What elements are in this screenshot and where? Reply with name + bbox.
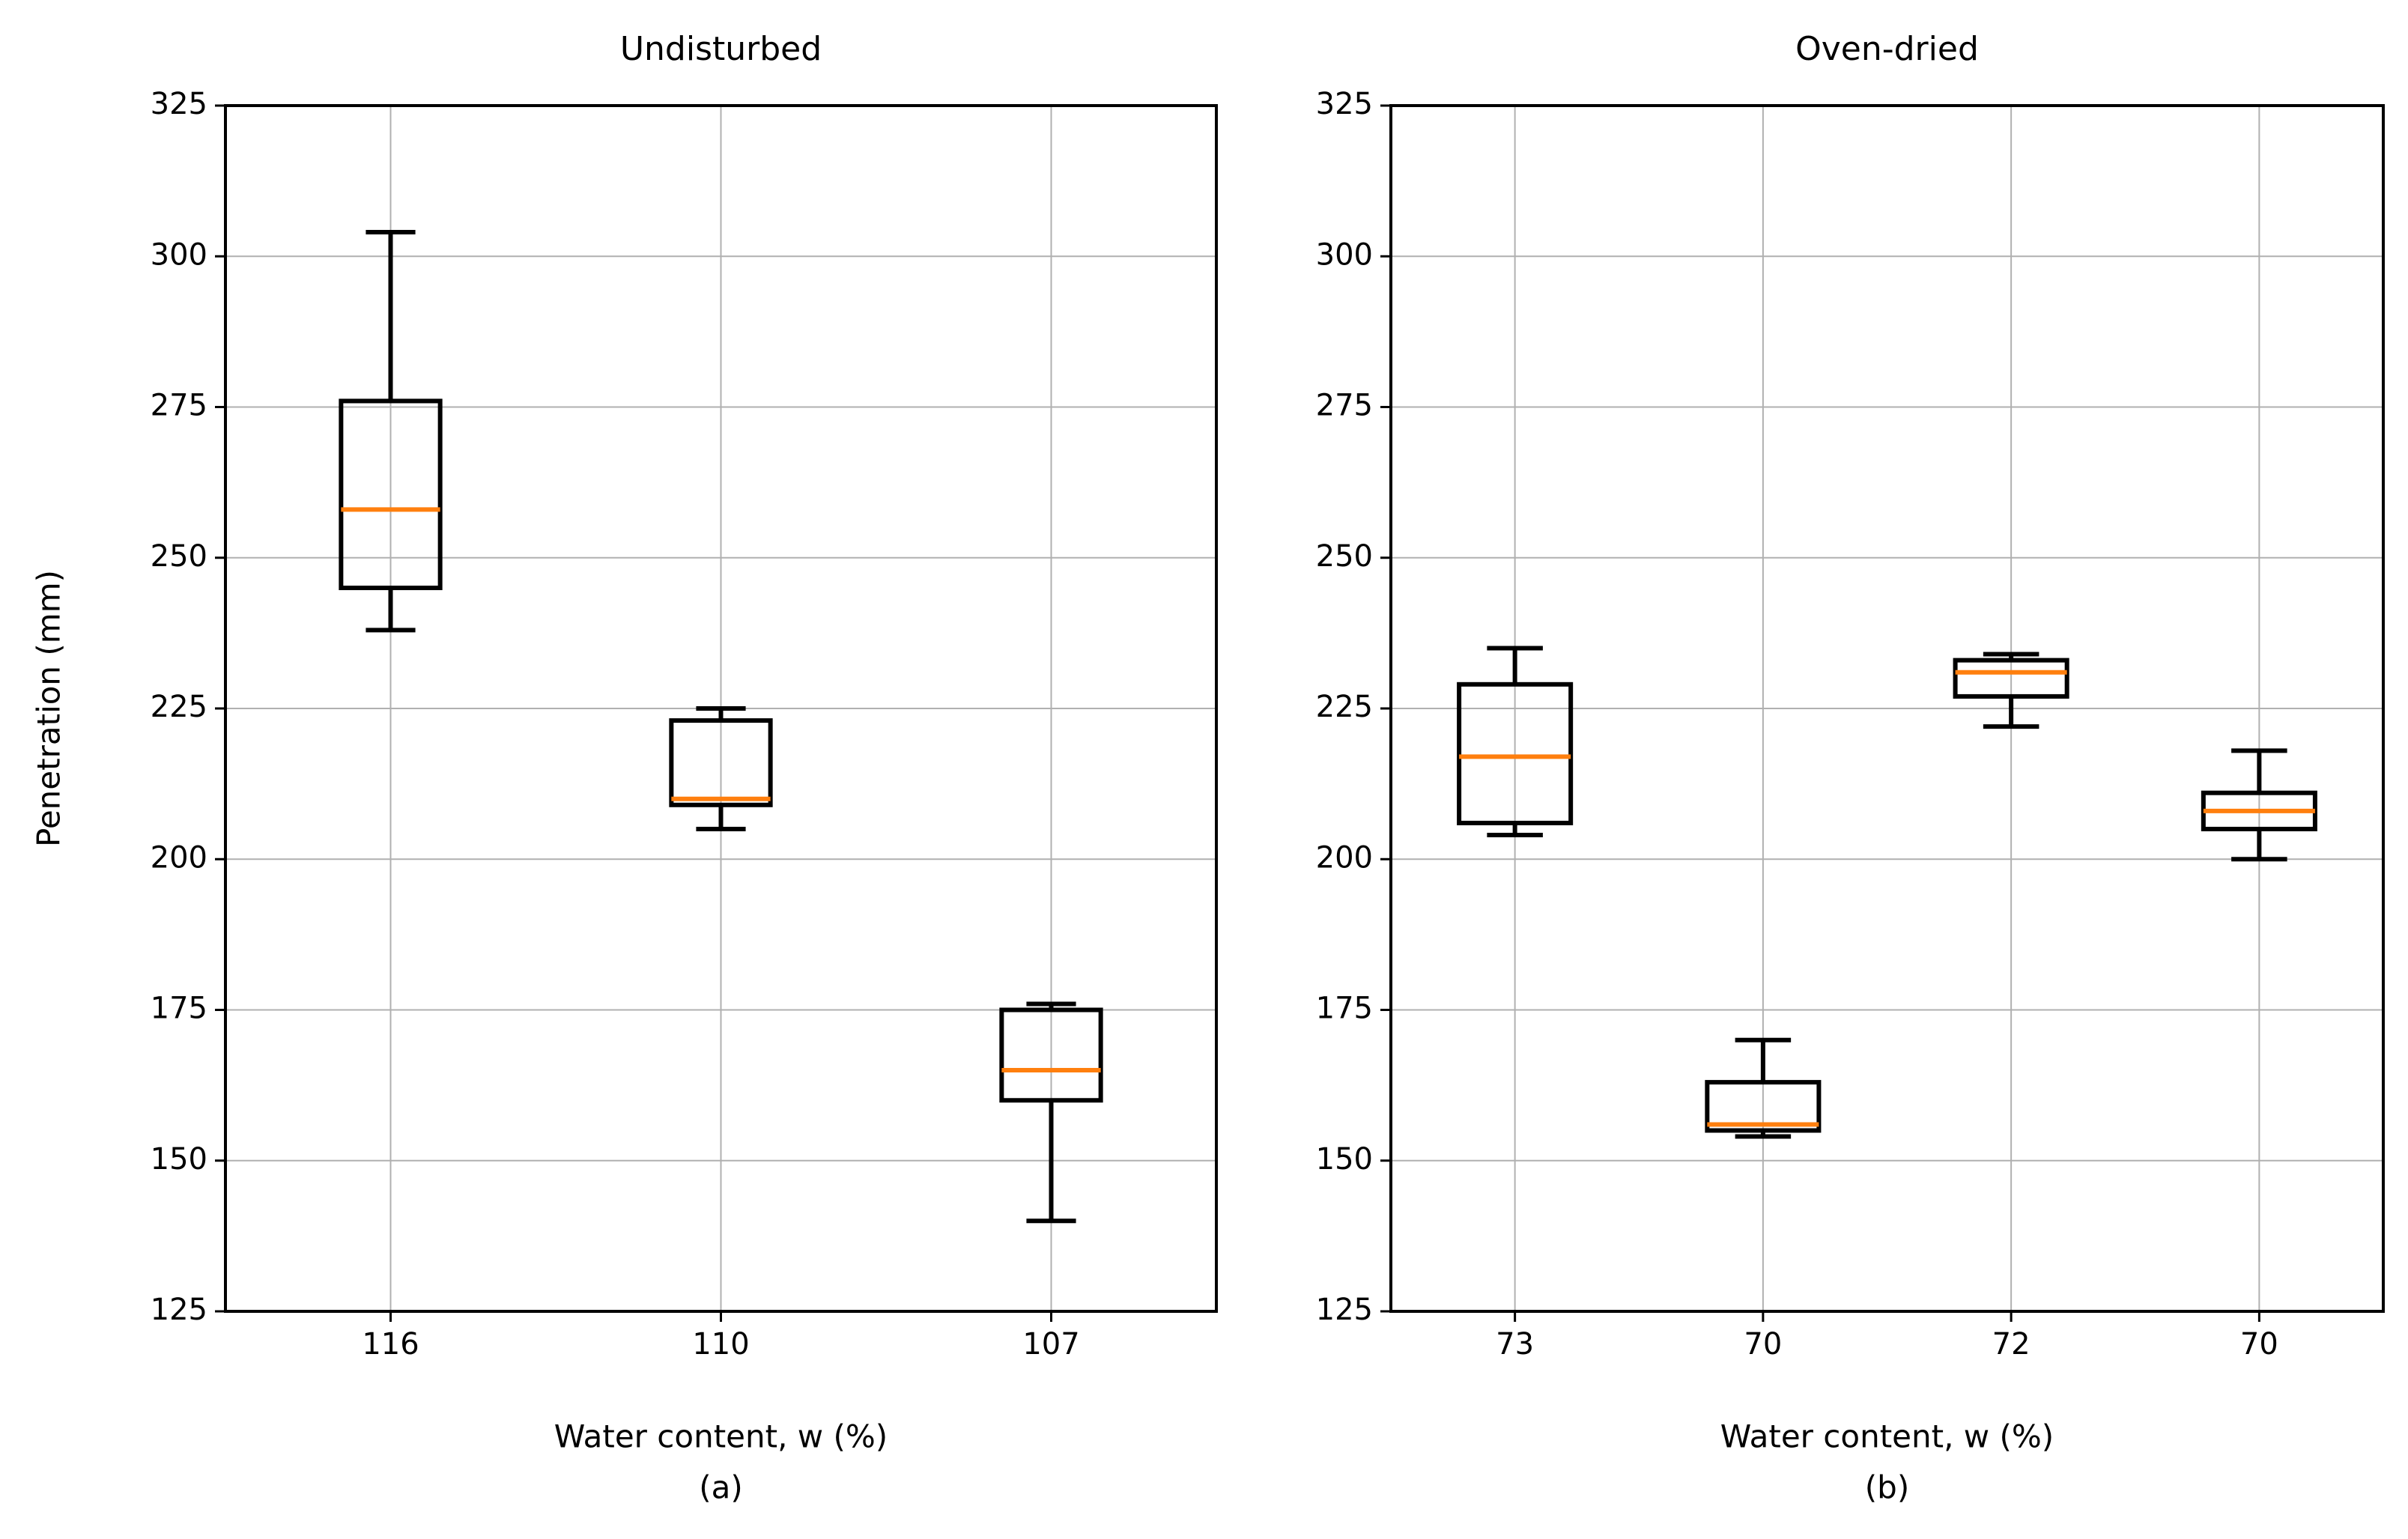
y-tick-label: 200 [1316, 840, 1373, 875]
y-tick-label: 175 [1316, 992, 1373, 1026]
y-tick-label: 300 [1316, 237, 1373, 272]
y-tick-label: 225 [151, 690, 207, 724]
y-tick-label: 125 [151, 1293, 207, 1327]
y-tick-label: 150 [1316, 1142, 1373, 1177]
panel-label: (a) [699, 1469, 743, 1506]
box [1953, 658, 2069, 699]
y-tick-label: 125 [1316, 1293, 1373, 1327]
axes-frame [1389, 104, 2385, 1313]
x-axis-label: Water content, w (%) [1720, 1418, 2054, 1455]
x-axis-label: Water content, w (%) [554, 1418, 888, 1455]
x-tick-label: 70 [2240, 1327, 2278, 1362]
box [1705, 1080, 1822, 1133]
y-tick-label: 325 [151, 87, 207, 121]
chart-title: Oven-dried [1795, 30, 1979, 68]
y-tick-label: 325 [1316, 87, 1373, 121]
box [999, 1007, 1103, 1103]
panel-label: (b) [1865, 1469, 1909, 1506]
y-tick-label: 250 [1316, 539, 1373, 574]
y-tick-label: 200 [151, 840, 207, 875]
y-tick-label: 275 [1316, 389, 1373, 423]
axes-frame [224, 104, 1218, 1313]
x-tick-label: 73 [1496, 1327, 1534, 1362]
box [669, 718, 773, 807]
y-axis-label: Penetration (mm) [31, 570, 67, 847]
y-tick-label: 250 [151, 539, 207, 574]
box [339, 398, 443, 591]
y-tick-label: 150 [151, 1142, 207, 1177]
y-tick-label: 300 [151, 237, 207, 272]
y-tick-label: 275 [151, 389, 207, 423]
chart-title: Undisturbed [620, 30, 822, 68]
y-tick-label: 225 [1316, 690, 1373, 724]
x-tick-label: 72 [1992, 1327, 2031, 1362]
box [1457, 682, 1574, 825]
x-tick-label: 116 [362, 1327, 419, 1362]
x-tick-label: 110 [692, 1327, 749, 1362]
x-tick-label: 70 [1744, 1327, 1782, 1362]
y-tick-label: 175 [151, 992, 207, 1026]
x-tick-label: 107 [1022, 1327, 1079, 1362]
